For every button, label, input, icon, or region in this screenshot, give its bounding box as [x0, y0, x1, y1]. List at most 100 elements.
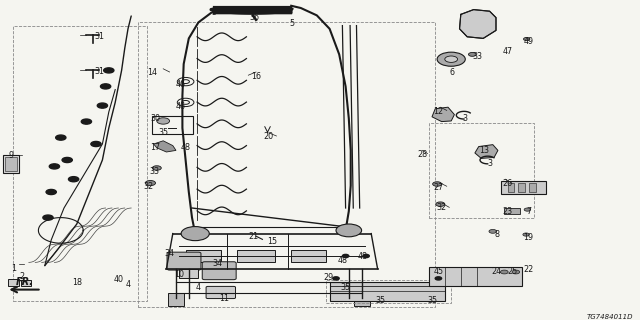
Text: 1: 1: [12, 264, 17, 273]
Text: 18: 18: [72, 278, 82, 287]
Text: 35: 35: [159, 128, 169, 137]
Text: 24: 24: [492, 267, 502, 276]
Text: 10: 10: [174, 270, 184, 279]
Circle shape: [49, 164, 60, 169]
Circle shape: [68, 177, 79, 182]
Text: 23: 23: [502, 207, 513, 216]
Text: 25: 25: [507, 267, 517, 276]
Text: 34: 34: [212, 259, 223, 268]
Bar: [13, 26, 147, 301]
Circle shape: [437, 52, 465, 66]
Text: 6: 6: [449, 68, 454, 77]
Circle shape: [433, 182, 442, 186]
Circle shape: [104, 68, 114, 73]
Text: 33: 33: [150, 167, 160, 176]
Bar: [152, 116, 193, 134]
Circle shape: [91, 141, 101, 147]
Text: 19: 19: [524, 233, 534, 242]
Text: 21: 21: [248, 232, 259, 241]
Text: 26: 26: [502, 179, 513, 188]
Text: 49: 49: [524, 37, 534, 46]
Text: 35: 35: [427, 296, 437, 305]
Text: 48: 48: [337, 256, 348, 265]
Text: 33: 33: [472, 52, 483, 61]
Bar: [21, 280, 31, 286]
Circle shape: [523, 233, 529, 236]
Bar: [168, 293, 184, 306]
Text: 9: 9: [9, 151, 14, 160]
Text: 28: 28: [417, 150, 428, 159]
Circle shape: [342, 254, 349, 258]
Circle shape: [336, 224, 362, 237]
Circle shape: [524, 37, 530, 41]
Text: 35: 35: [340, 283, 351, 292]
Text: 5: 5: [212, 8, 217, 17]
Polygon shape: [460, 10, 496, 38]
Bar: [529, 183, 536, 192]
Circle shape: [43, 215, 53, 220]
Text: 45: 45: [433, 267, 444, 276]
Bar: [237, 250, 275, 262]
Text: 32: 32: [143, 182, 154, 191]
Bar: [138, 22, 435, 307]
Circle shape: [512, 270, 520, 274]
Text: 29: 29: [324, 273, 334, 282]
Text: 40: 40: [113, 276, 124, 284]
Circle shape: [500, 270, 508, 274]
Text: 3: 3: [462, 114, 467, 123]
Text: 12: 12: [433, 107, 444, 116]
Text: 48: 48: [358, 252, 368, 261]
Bar: [429, 267, 522, 286]
Bar: [518, 183, 525, 192]
Bar: [429, 123, 534, 218]
Text: 31: 31: [94, 68, 104, 76]
Text: 15: 15: [267, 237, 277, 246]
Text: FR.: FR.: [15, 277, 33, 287]
Text: 11: 11: [219, 294, 229, 303]
Circle shape: [145, 180, 156, 186]
Text: 48: 48: [180, 143, 191, 152]
Circle shape: [81, 119, 92, 124]
Bar: [501, 181, 546, 194]
FancyBboxPatch shape: [206, 286, 236, 299]
Polygon shape: [432, 107, 454, 122]
Circle shape: [333, 277, 339, 280]
Circle shape: [152, 166, 161, 170]
Text: 30: 30: [150, 114, 161, 123]
Polygon shape: [475, 145, 498, 158]
Bar: [8, 279, 19, 286]
Circle shape: [97, 103, 108, 108]
Text: 17: 17: [150, 143, 160, 152]
Text: 4: 4: [196, 283, 201, 292]
Circle shape: [436, 202, 445, 206]
Text: 2: 2: [20, 272, 25, 281]
Circle shape: [445, 56, 458, 62]
Text: 4: 4: [125, 280, 131, 289]
Bar: [186, 250, 221, 262]
Circle shape: [468, 52, 476, 56]
Text: 8: 8: [494, 230, 499, 239]
Polygon shape: [154, 141, 176, 152]
Bar: [291, 250, 326, 262]
Text: TG7484011D: TG7484011D: [587, 314, 634, 320]
Text: 13: 13: [479, 146, 489, 155]
Circle shape: [46, 189, 56, 195]
Text: 32: 32: [436, 203, 447, 212]
Bar: [3, 155, 19, 173]
Text: 46: 46: [176, 80, 186, 89]
FancyBboxPatch shape: [202, 262, 236, 280]
Bar: [354, 293, 370, 306]
Circle shape: [363, 254, 369, 258]
Circle shape: [181, 227, 209, 241]
Text: 47: 47: [502, 47, 513, 56]
Text: 14: 14: [147, 68, 157, 77]
Circle shape: [524, 208, 531, 211]
Circle shape: [435, 277, 442, 280]
Bar: [504, 208, 520, 214]
Bar: [5, 157, 17, 171]
Text: 31: 31: [94, 32, 104, 41]
Bar: [326, 280, 451, 303]
Text: 36: 36: [249, 13, 259, 22]
Circle shape: [62, 157, 72, 163]
Circle shape: [56, 135, 66, 140]
